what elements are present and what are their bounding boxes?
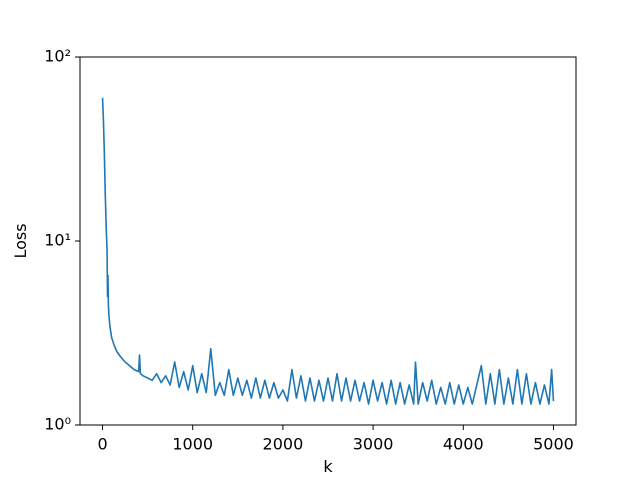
line-series [101,97,555,405]
x-axis-label: k [323,457,333,476]
y-tick-label: 10⁰ [44,415,71,434]
y-tick-label: 10² [44,47,71,66]
plot-frame [79,56,577,426]
x-tick-label: 5000 [533,435,574,454]
y-tick-label: 10¹ [44,231,71,250]
y-axis-label: Loss [11,223,30,258]
x-tick-label: 4000 [443,435,484,454]
x-tick-label: 1000 [172,435,213,454]
x-tick-label: 2000 [263,435,304,454]
x-tick-label: 0 [97,435,107,454]
x-tick-label: 3000 [353,435,394,454]
